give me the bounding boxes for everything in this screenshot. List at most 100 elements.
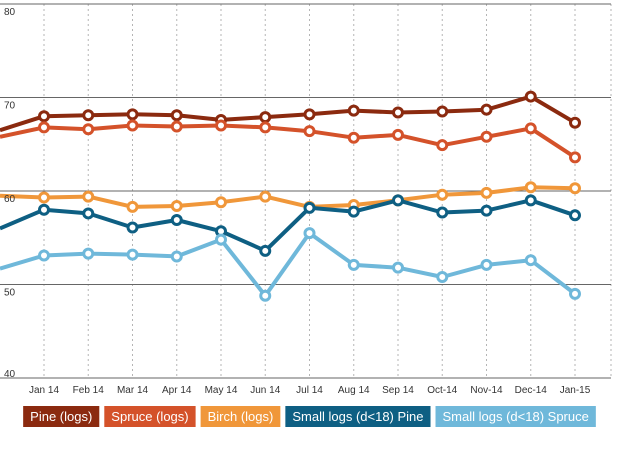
data-point bbox=[569, 287, 581, 300]
data-point bbox=[480, 258, 493, 271]
x-tick-label: Nov-14 bbox=[470, 385, 503, 396]
y-tick-label: 80 bbox=[4, 7, 16, 18]
data-point bbox=[347, 258, 360, 271]
data-point bbox=[170, 109, 183, 122]
data-point bbox=[392, 128, 404, 141]
data-point bbox=[436, 271, 449, 284]
data-point bbox=[480, 103, 493, 116]
data-point bbox=[215, 119, 227, 132]
data-point bbox=[126, 119, 139, 132]
data-point bbox=[480, 130, 493, 143]
legend-label: Pine (logs) bbox=[30, 409, 92, 424]
series-line bbox=[0, 123, 577, 159]
data-point bbox=[392, 106, 404, 119]
x-tick-label: Oct-14 bbox=[427, 385, 457, 396]
data-point bbox=[347, 104, 360, 117]
data-point bbox=[38, 110, 50, 123]
data-point bbox=[480, 186, 493, 199]
data-point bbox=[82, 207, 95, 220]
y-tick-label: 50 bbox=[4, 288, 16, 299]
x-tick-label: Jan 14 bbox=[29, 385, 59, 396]
series-line bbox=[0, 231, 577, 298]
x-tick-label: Jul 14 bbox=[296, 385, 323, 396]
data-point bbox=[392, 194, 404, 207]
legend-swatch bbox=[23, 406, 100, 427]
x-tick-label: Jun 14 bbox=[250, 385, 280, 396]
data-point bbox=[38, 203, 50, 216]
data-point bbox=[436, 105, 449, 118]
data-point bbox=[38, 121, 50, 134]
data-point bbox=[259, 244, 272, 257]
data-point bbox=[303, 125, 316, 138]
data-point bbox=[38, 249, 50, 262]
series-line bbox=[0, 185, 576, 209]
data-point bbox=[259, 121, 272, 134]
data-point bbox=[347, 205, 360, 218]
data-point bbox=[215, 233, 227, 246]
data-point bbox=[82, 123, 95, 136]
data-point bbox=[436, 139, 449, 152]
data-point bbox=[569, 151, 581, 164]
y-tick-label: 40 bbox=[4, 369, 16, 380]
legend: Pine (logs) Spruce (logs) Birch (logs) Smal… bbox=[23, 406, 596, 427]
data-point bbox=[303, 227, 316, 240]
grid bbox=[0, 3, 612, 379]
legend-swatch bbox=[285, 406, 431, 427]
data-point bbox=[38, 191, 50, 204]
x-tick-label: May 14 bbox=[205, 385, 238, 396]
data-point bbox=[303, 201, 316, 214]
axis-labels: 40 50 60 70 80 Jan 14 Feb 14 Mar 14 Apr 14 May 14… bbox=[4, 7, 591, 396]
data-point bbox=[170, 213, 183, 226]
data-point bbox=[524, 181, 537, 194]
legend-item: Small logs (d<18) Spruce bbox=[435, 406, 596, 427]
data-point bbox=[259, 111, 272, 124]
data-point bbox=[82, 109, 95, 122]
x-tick-label: Feb 14 bbox=[73, 385, 105, 396]
series-lines bbox=[0, 90, 581, 302]
legend-label: Small logs (d<18) Pine bbox=[292, 409, 423, 424]
data-point bbox=[126, 108, 139, 121]
data-point bbox=[392, 261, 404, 274]
data-point bbox=[569, 209, 581, 222]
legend-item: Small logs (d<18) Pine bbox=[285, 406, 431, 427]
data-point bbox=[303, 108, 316, 121]
data-point bbox=[436, 188, 449, 201]
data-point bbox=[126, 248, 139, 261]
data-point bbox=[569, 116, 581, 129]
x-tick-label: Aug 14 bbox=[338, 385, 370, 396]
data-point bbox=[259, 190, 272, 203]
y-tick-label: 60 bbox=[4, 194, 16, 205]
data-point bbox=[126, 221, 139, 234]
series-line bbox=[0, 94, 577, 133]
legend-swatch bbox=[104, 406, 196, 427]
data-point bbox=[126, 200, 139, 213]
x-tick-label: Jan-15 bbox=[560, 385, 591, 396]
data-point bbox=[170, 199, 183, 212]
x-tick-label: Sep 14 bbox=[382, 385, 414, 396]
data-point bbox=[480, 204, 493, 217]
data-point bbox=[436, 206, 449, 219]
data-point bbox=[259, 289, 272, 302]
data-point bbox=[524, 254, 537, 267]
data-point bbox=[82, 247, 95, 260]
legend-label: Spruce (logs) bbox=[111, 409, 188, 424]
data-point bbox=[215, 196, 227, 209]
x-tick-label: Dec-14 bbox=[515, 385, 548, 396]
legend-item: Spruce (logs) bbox=[104, 406, 196, 427]
legend-item: Birch (logs) bbox=[200, 406, 281, 427]
y-tick-label: 70 bbox=[4, 101, 16, 112]
legend-swatch bbox=[435, 406, 596, 427]
x-tick-label: Apr 14 bbox=[162, 385, 192, 396]
data-point bbox=[524, 194, 537, 207]
data-point bbox=[524, 122, 537, 135]
data-point bbox=[569, 182, 581, 195]
series-line bbox=[0, 198, 576, 253]
x-tick-label: Mar 14 bbox=[117, 385, 149, 396]
legend-swatch bbox=[200, 406, 281, 427]
data-point bbox=[524, 90, 537, 103]
data-point bbox=[170, 250, 183, 263]
legend-label: Birch (logs) bbox=[208, 409, 274, 424]
data-point bbox=[347, 131, 360, 144]
